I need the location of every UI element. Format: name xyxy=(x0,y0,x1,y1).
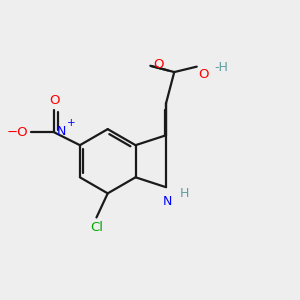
Text: N: N xyxy=(56,125,66,138)
Text: O: O xyxy=(154,58,164,71)
Text: H: H xyxy=(180,187,189,200)
Text: +: + xyxy=(67,118,76,128)
Text: O: O xyxy=(198,68,209,81)
Text: -H: -H xyxy=(214,61,228,74)
Text: Cl: Cl xyxy=(90,221,103,234)
Text: N: N xyxy=(163,195,172,208)
Text: −O: −O xyxy=(7,126,28,139)
Text: O: O xyxy=(49,94,59,107)
